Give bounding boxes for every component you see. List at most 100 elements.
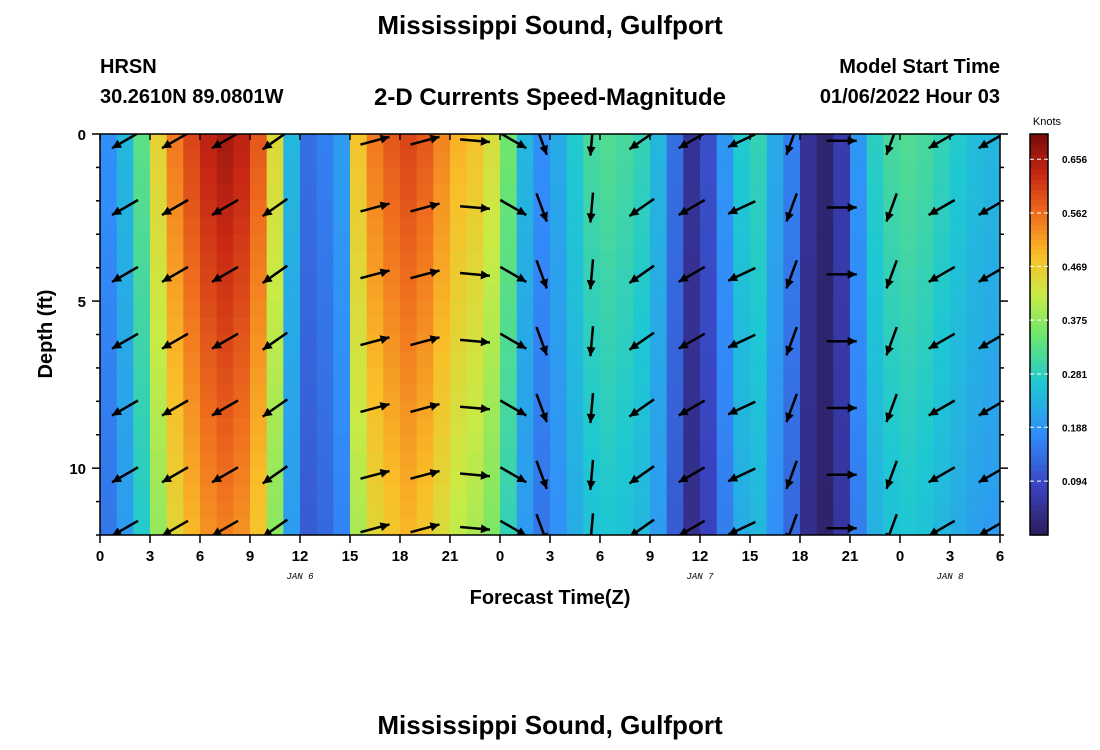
heatmap-cell [850, 167, 868, 185]
current-arrow [535, 393, 548, 423]
heatmap-cell [116, 418, 134, 436]
heatmap-cell [183, 217, 201, 235]
heatmap-cell [700, 518, 718, 535]
heatmap-cell [350, 418, 368, 436]
heatmap-cell [350, 384, 368, 402]
heatmap-cell [933, 451, 951, 469]
heatmap-cell [766, 217, 784, 235]
heatmap-cell [116, 150, 134, 168]
heatmap-cell [216, 451, 234, 469]
heatmap-cell [983, 367, 1000, 386]
heatmap-cell [600, 150, 618, 168]
heatmap-cell [233, 134, 251, 152]
heatmap-cell [483, 434, 501, 453]
heatmap-cell [533, 501, 551, 519]
heatmap-cell [550, 301, 568, 319]
current-arrow [586, 392, 596, 424]
heatmap-cell [783, 301, 801, 319]
heatmap-cell [416, 284, 434, 302]
heatmap-cell [433, 251, 451, 269]
heatmap-cell [683, 351, 701, 369]
heatmap-cell [833, 351, 851, 369]
heatmap-cell [966, 367, 984, 386]
current-arrow [978, 522, 1000, 535]
heatmap-cell [233, 468, 251, 486]
heatmap-cell [666, 384, 684, 402]
heatmap-cell [500, 501, 518, 519]
heatmap-cell [816, 184, 834, 202]
heatmap-cell [450, 518, 468, 535]
heatmap-cell [366, 167, 384, 185]
heatmap-cell [183, 167, 201, 185]
heatmap-cell [600, 384, 618, 402]
heatmap-cell [483, 367, 501, 386]
heatmap-cell [133, 484, 151, 503]
current-arrow [885, 192, 898, 223]
colorbar-segment [1030, 494, 1048, 501]
colorbar-segment [1030, 174, 1048, 180]
heatmap-cell [766, 234, 784, 252]
heatmap-cell [400, 251, 418, 269]
heatmap-cell [150, 217, 168, 235]
heatmap-cell [733, 418, 751, 436]
heatmap-cell [966, 134, 984, 152]
heatmap-cell [200, 200, 218, 219]
heatmap-cell [233, 334, 251, 352]
heatmap-cell [683, 367, 701, 386]
heatmap-cell [516, 317, 534, 336]
heatmap-cell [366, 217, 384, 235]
heatmap-cell [633, 167, 651, 185]
heatmap-cell [333, 317, 351, 336]
heatmap-cell [566, 200, 584, 219]
heatmap-cell [316, 484, 334, 503]
heatmap-cell [716, 301, 734, 319]
heatmap-cell [666, 367, 684, 386]
current-arrow [885, 326, 898, 356]
heatmap-cell [816, 234, 834, 252]
heatmap-cell [766, 367, 784, 386]
current-arrow [211, 399, 239, 417]
heatmap-cell [500, 167, 518, 185]
heatmap-cell [350, 434, 368, 453]
heatmap-cell [833, 284, 851, 302]
current-arrow [785, 259, 798, 289]
heatmap-cell [700, 251, 718, 269]
x-axis: 0 3 6 9 12 15 18 21 0 3 6 9 12 15 18 21 0 3 6 JAN 6 JAN 7 JAN… [96, 134, 1004, 582]
current-arrow [360, 201, 390, 213]
heatmap-cell [316, 134, 334, 152]
heatmap-cell [716, 501, 734, 519]
heatmap-cell [650, 150, 668, 168]
heatmap-cell [250, 484, 268, 503]
heatmap-cell [333, 484, 351, 503]
heatmap-cell [416, 251, 434, 269]
x-tick-label: 3 [146, 548, 154, 565]
heatmap-cell [716, 184, 734, 202]
heatmap-cell [733, 451, 751, 469]
heatmap-cell [1000, 351, 1017, 368]
heatmap-cell [200, 217, 218, 235]
heatmap-cell [516, 217, 534, 235]
heatmap-cell [450, 134, 468, 152]
heatmap-cell [983, 217, 1000, 235]
heatmap-cell [433, 351, 451, 369]
heatmap-cell [283, 468, 301, 486]
heatmap-cell [750, 451, 768, 469]
heatmap-cell [950, 234, 968, 252]
heatmap-cell [966, 351, 984, 369]
heatmap-cell [200, 301, 218, 319]
heatmap-cell [916, 167, 934, 185]
heatmap-cell [300, 501, 318, 519]
heatmap-cell [450, 234, 468, 252]
date-label: JAN 6 [286, 572, 314, 582]
heatmap-cell [983, 484, 1000, 503]
heatmap-cell [916, 351, 934, 369]
heatmap-cell [350, 317, 368, 336]
heatmap-cell [300, 184, 318, 202]
heatmap-cell [133, 167, 151, 185]
heatmap-cell [550, 418, 568, 436]
heatmap-cell [466, 384, 484, 402]
heatmap-cell [266, 301, 284, 319]
heatmap-cell [100, 184, 118, 202]
heatmap-cell [466, 284, 484, 302]
heatmap-cell [166, 418, 184, 436]
